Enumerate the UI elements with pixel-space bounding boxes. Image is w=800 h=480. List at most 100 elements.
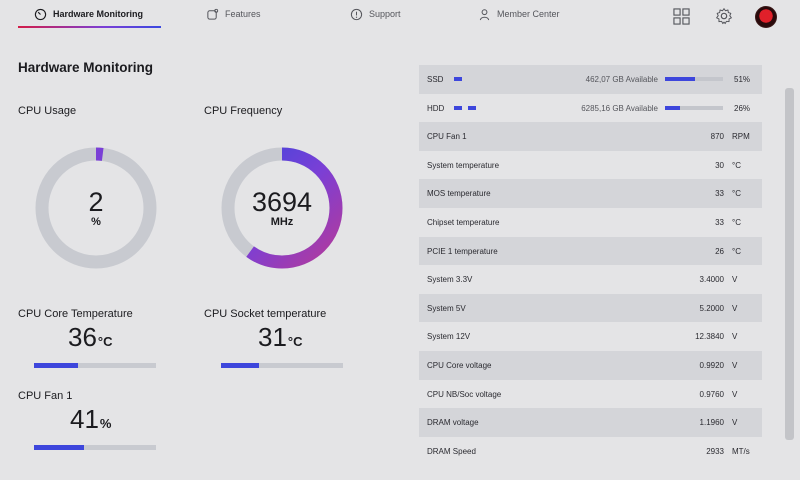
- sensor-unit: °C: [732, 189, 741, 199]
- sensor-unit: V: [732, 360, 738, 370]
- sensor-row: DRAM voltage 1.1960 V: [419, 408, 762, 437]
- sensor-row: System 5V 5.2000 V: [419, 293, 762, 323]
- sensor-unit: V: [732, 389, 738, 399]
- sensor-name: System 3.3V: [427, 275, 473, 285]
- sensor-name: Chipset temperature: [427, 217, 500, 227]
- sensor-value: 26: [715, 246, 724, 256]
- tab-member-center[interactable]: Member Center: [478, 0, 560, 28]
- sensor-unit: V: [732, 275, 738, 285]
- cpu-usage-arc: [35, 147, 157, 269]
- gear-icon[interactable]: [714, 6, 734, 26]
- cpu-usage-label: CPU Usage: [18, 105, 77, 117]
- sensor-unit: RPM: [732, 132, 750, 142]
- sensor-value: 30: [715, 160, 724, 170]
- top-navigation: Hardware Monitoring Features Support Mem…: [0, 0, 800, 32]
- cpu-usage-unit: %: [91, 216, 101, 228]
- features-icon: [207, 8, 219, 20]
- sensor-name: DRAM Speed: [427, 446, 476, 456]
- cpu-fan-unit: %: [99, 416, 112, 431]
- sensor-value: 2933: [706, 446, 724, 456]
- socket-temp-bar: [221, 363, 343, 368]
- page-title: Hardware Monitoring: [18, 60, 154, 75]
- sensor-row: Chipset temperature 33 °C: [419, 208, 762, 237]
- support-icon: [350, 8, 363, 20]
- socket-temp-label: CPU Socket temperature: [204, 308, 327, 320]
- sensor-row: CPU Core voltage 0.9920 V: [419, 350, 762, 380]
- sensor-value: 0.9920: [699, 360, 724, 370]
- sensor-value: 1.1960: [699, 418, 724, 428]
- storage-usage-bar: [665, 77, 723, 81]
- storage-usage-fill: [665, 105, 681, 110]
- storage-usage-fill: [665, 77, 695, 81]
- sensor-unit: °C: [732, 246, 741, 256]
- core-temp-bar: [34, 363, 156, 368]
- sensor-value: 5.2000: [699, 303, 724, 313]
- user-icon: [479, 8, 490, 20]
- sensor-name: CPU NB/Soc voltage: [427, 389, 502, 399]
- core-temp-value: 36: [68, 322, 97, 352]
- cpu-fan-readout: 41 %: [70, 404, 111, 435]
- sensor-name: System temperature: [427, 160, 500, 170]
- sensor-name: CPU Core voltage: [427, 360, 492, 370]
- speedometer-icon: [34, 8, 47, 20]
- storage-percent: 51%: [734, 75, 751, 84]
- sensor-row: System 12V 12.3840 V: [419, 322, 762, 351]
- tab-label: Hardware Monitoring: [53, 9, 144, 19]
- socket-temp-readout: 31 °C: [258, 322, 303, 353]
- sensor-unit: V: [732, 418, 738, 428]
- storage-name: SSD: [427, 75, 444, 84]
- core-temp-readout: 36 °C: [68, 322, 113, 353]
- grid-icon[interactable]: [671, 6, 691, 26]
- cpu-usage-gauge: 2 %: [34, 146, 158, 270]
- cpu-usage-value: 2: [88, 187, 104, 217]
- hdd-drive-indicator: [468, 105, 476, 110]
- tab-hardware-monitoring[interactable]: Hardware Monitoring: [34, 0, 143, 28]
- cpu-fan-label: CPU Fan 1: [18, 390, 73, 402]
- storage-usage-bar: [665, 105, 723, 110]
- tab-label: Features: [225, 9, 261, 19]
- cpu-fan-bar: [34, 445, 156, 450]
- socket-temp-value: 31: [258, 322, 287, 352]
- sensor-value: 3.4000: [699, 275, 724, 285]
- active-tab-indicator: [18, 26, 161, 28]
- cpu-frequency-unit: MHz: [270, 216, 294, 228]
- sensor-table: SSD 462,07 GB Available 51% HDD 6285,16 …: [419, 65, 762, 465]
- sensor-unit: °C: [732, 160, 741, 170]
- ssd-drive-indicator: [454, 77, 462, 81]
- cpu-fan-value: 41: [70, 404, 99, 434]
- scrollbar[interactable]: [785, 88, 794, 440]
- cpu-frequency-value: 3694: [251, 187, 313, 217]
- sensor-value: 33: [715, 189, 724, 199]
- sensor-row: CPU Fan 1 870 RPM: [419, 122, 762, 151]
- sensor-unit: °C: [732, 217, 741, 227]
- storage-name: HDD: [427, 103, 445, 113]
- sensor-name: CPU Fan 1: [427, 132, 467, 142]
- cpu-frequency-gauge: 3694 MHz: [220, 146, 344, 270]
- cpu-frequency-label: CPU Frequency: [204, 105, 283, 117]
- sensor-value: 0.9760: [699, 389, 724, 399]
- cpu-frequency-arc: [221, 147, 343, 269]
- sensor-unit: V: [732, 303, 738, 313]
- sensor-value: 33: [715, 217, 724, 227]
- storage-available: 462,07 GB Available: [585, 75, 658, 84]
- sensor-row: System 3.3V 3.4000 V: [419, 265, 762, 294]
- socket-temp-unit: °C: [287, 334, 303, 349]
- sensor-name: PCIE 1 temperature: [427, 246, 498, 256]
- sensor-row: System temperature 30 °C: [419, 151, 762, 180]
- cpu-fan-bar-fill: [34, 445, 85, 450]
- core-temp-label: CPU Core Temperature: [18, 308, 133, 320]
- sensor-unit: V: [732, 332, 738, 342]
- sensor-row: DRAM Speed 2933 MT/s: [419, 437, 762, 466]
- tab-features[interactable]: Features: [206, 0, 261, 28]
- socket-temp-bar-fill: [221, 363, 259, 368]
- tab-label: Member Center: [497, 9, 560, 19]
- sensor-value: 12.3840: [695, 332, 724, 342]
- tab-support[interactable]: Support: [350, 0, 401, 28]
- sensor-name: MOS temperature: [427, 189, 491, 199]
- sensor-name: System 12V: [427, 332, 471, 342]
- hdd-drive-indicator: [454, 105, 462, 110]
- core-temp-bar-fill: [34, 363, 78, 368]
- sensor-name: System 5V: [427, 303, 466, 313]
- sensor-row: CPU NB/Soc voltage 0.9760 V: [419, 380, 762, 409]
- avatar-icon[interactable]: [755, 6, 777, 28]
